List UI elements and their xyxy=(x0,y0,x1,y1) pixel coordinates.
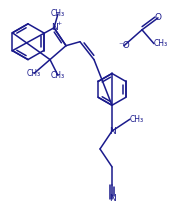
Text: N: N xyxy=(51,23,57,32)
Text: ⁻O: ⁻O xyxy=(118,41,130,50)
Text: O: O xyxy=(154,13,161,22)
Text: CH₃: CH₃ xyxy=(27,69,41,78)
Text: N: N xyxy=(109,194,115,203)
Text: CH₃: CH₃ xyxy=(154,39,168,48)
Text: CH₃: CH₃ xyxy=(51,9,65,18)
Text: N: N xyxy=(109,126,115,136)
Text: CH₃: CH₃ xyxy=(51,71,65,80)
Text: CH₃: CH₃ xyxy=(130,115,144,124)
Text: +: + xyxy=(56,21,62,26)
